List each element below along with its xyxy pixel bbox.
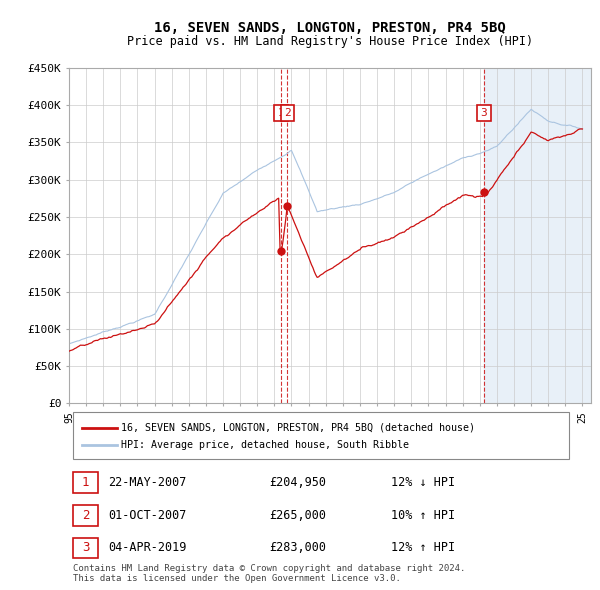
Text: 2: 2	[284, 108, 290, 118]
Text: £204,950: £204,950	[269, 476, 326, 489]
Text: 3: 3	[481, 108, 487, 118]
Bar	[73, 412, 569, 460]
Text: 22-MAY-2007: 22-MAY-2007	[108, 476, 187, 489]
Bar	[73, 505, 98, 526]
Text: 16, SEVEN SANDS, LONGTON, PRESTON, PR4 5BQ (detached house): 16, SEVEN SANDS, LONGTON, PRESTON, PR4 5…	[121, 422, 475, 432]
Text: 1: 1	[82, 476, 89, 489]
Text: 04-APR-2019: 04-APR-2019	[108, 542, 187, 555]
Text: 2: 2	[82, 509, 89, 522]
Text: 3: 3	[82, 542, 89, 555]
Text: 16, SEVEN SANDS, LONGTON, PRESTON, PR4 5BQ: 16, SEVEN SANDS, LONGTON, PRESTON, PR4 5…	[154, 21, 506, 35]
Bar	[484, 68, 591, 404]
Text: 1: 1	[278, 108, 284, 118]
Text: 10% ↑ HPI: 10% ↑ HPI	[391, 509, 455, 522]
Text: HPI: Average price, detached house, South Ribble: HPI: Average price, detached house, Sout…	[121, 440, 409, 450]
Bar	[73, 472, 98, 493]
Text: £283,000: £283,000	[269, 542, 326, 555]
Text: Price paid vs. HM Land Registry's House Price Index (HPI): Price paid vs. HM Land Registry's House …	[127, 35, 533, 48]
Text: 01-OCT-2007: 01-OCT-2007	[108, 509, 187, 522]
Text: 12% ↑ HPI: 12% ↑ HPI	[391, 542, 455, 555]
Text: Contains HM Land Registry data © Crown copyright and database right 2024.
This d: Contains HM Land Registry data © Crown c…	[73, 564, 466, 584]
Text: £265,000: £265,000	[269, 509, 326, 522]
Bar	[73, 537, 98, 558]
Text: 12% ↓ HPI: 12% ↓ HPI	[391, 476, 455, 489]
